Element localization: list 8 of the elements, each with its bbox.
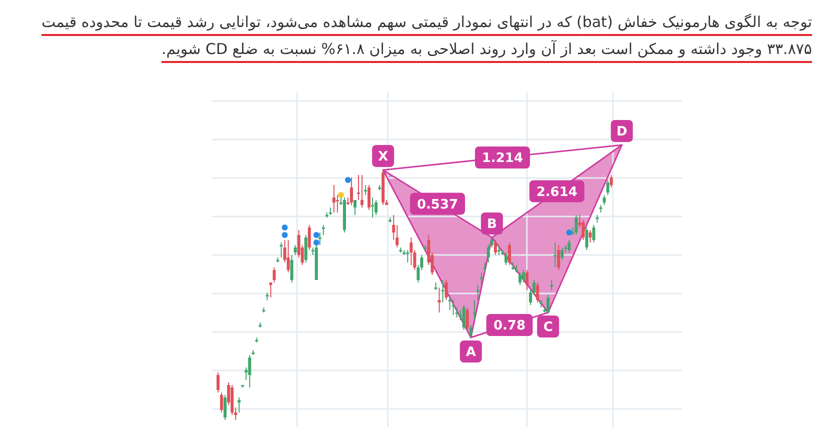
annotation: A [466, 345, 476, 360]
series-label: 2.614 [536, 184, 578, 200]
annotation: B [486, 217, 497, 232]
text: X [378, 150, 388, 165]
series-label: 1.214 [482, 151, 524, 166]
chart-title: توجه به الگوی هارمونیک خفاش (bat) که در انتهای نمودار قیمتی سهم مشاهده می‌شود، توانایی رشد قیمت تا محدوده قیمت ۳۳.۸۷۵ وجود داشته و ممکن است بعد از آن وارد روند اصلاحی به میزان ۶۱.۸% نسبت به ضلع CD شویم. [40, 12, 812, 60]
text: D [616, 124, 628, 140]
series-label: 0.537 [416, 197, 458, 212]
